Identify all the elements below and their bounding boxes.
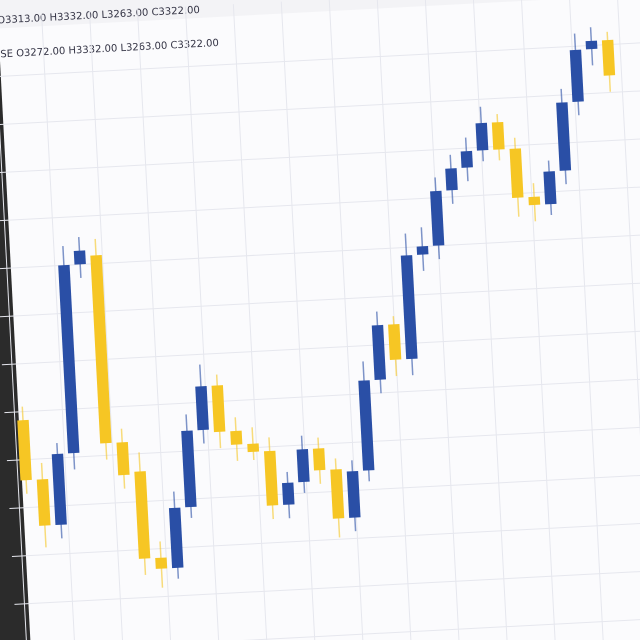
grid-line [232, 4, 270, 640]
grid-line [41, 14, 78, 640]
candle-body [400, 255, 418, 360]
grid-line [472, 0, 510, 640]
grid-line [616, 0, 640, 640]
grid-line [184, 6, 222, 640]
grid-line [0, 183, 640, 222]
grid-line [280, 1, 318, 640]
candle-body [247, 443, 260, 453]
candle-body [134, 471, 151, 559]
candle-body [263, 450, 279, 506]
candle-body [491, 121, 505, 150]
grid-line [14, 567, 640, 605]
candle-body [475, 122, 489, 151]
candle-body [585, 40, 598, 50]
grid-line [328, 0, 366, 640]
grid-line [16, 615, 640, 640]
candle-body [430, 190, 445, 246]
grid-line [424, 0, 462, 640]
grid-line [0, 39, 640, 78]
grid-line [11, 519, 640, 557]
header-bar [0, 0, 640, 29]
candle-body [230, 430, 243, 445]
candle-body [601, 39, 616, 76]
candle-body [296, 448, 310, 483]
candle-body [556, 102, 572, 171]
candle-body [528, 196, 541, 206]
candle-body [312, 448, 326, 471]
candle-body [73, 250, 86, 265]
candle-body [116, 442, 130, 476]
grid-line [0, 231, 640, 270]
candle-body [569, 49, 584, 102]
grid-line [0, 87, 640, 126]
candle-body [346, 470, 361, 518]
candle-body [445, 168, 458, 191]
candle-body [211, 385, 226, 433]
candle-body [416, 246, 429, 255]
candle-body [388, 324, 402, 361]
candle-body [358, 380, 375, 471]
candle-body [460, 150, 473, 168]
candle-body [58, 264, 80, 454]
candle-body [155, 557, 168, 569]
grid-line [136, 9, 174, 640]
candle-body [17, 419, 32, 481]
grid-line [520, 0, 558, 640]
candle-body [51, 453, 67, 526]
candle-body [281, 482, 295, 505]
grid-line [1, 327, 640, 366]
candle-body [509, 148, 524, 198]
grid-line [89, 11, 126, 640]
grid-line [0, 135, 640, 174]
candle-body [181, 430, 197, 508]
candle-body [543, 171, 557, 205]
candle-body [195, 386, 209, 431]
candle-body [36, 478, 51, 526]
grid-line [4, 375, 640, 414]
candle-body [168, 507, 184, 569]
candle-body [90, 254, 112, 444]
grid-line [0, 16, 30, 640]
candle-body [371, 324, 387, 380]
candle-body [330, 469, 345, 519]
grid-line [0, 279, 640, 318]
